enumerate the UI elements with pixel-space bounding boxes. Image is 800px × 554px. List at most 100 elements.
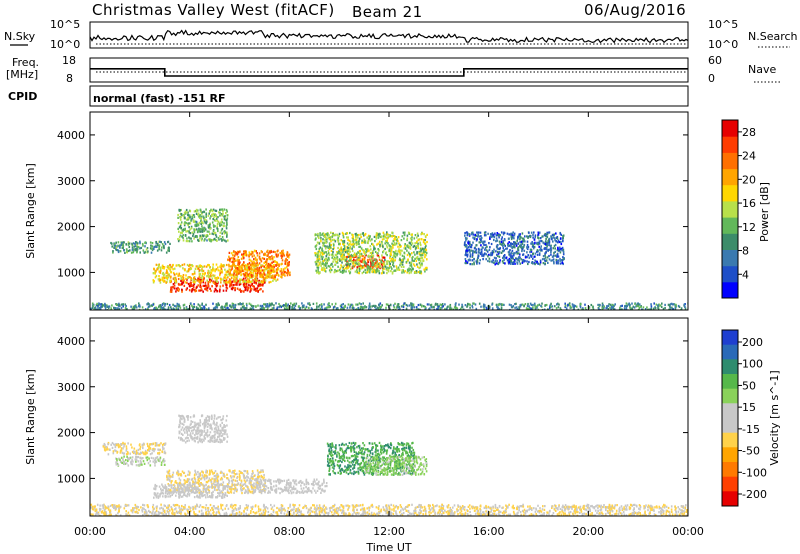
power-region-5 [110, 240, 171, 254]
velocity-cb-cell-9 [722, 462, 738, 478]
nsky-trace [89, 29, 689, 45]
power-cb-tick-4: 12 [742, 221, 756, 234]
power-cb-cell-5 [722, 200, 738, 218]
y-tick-label-1000: 1000 [57, 266, 85, 279]
velocity-cb-tick-5: -50 [742, 445, 760, 458]
power-cb-cell-1 [722, 265, 738, 283]
nsearch-label: N.Search [748, 30, 798, 43]
velocity-cb-tick-7: -200 [742, 488, 767, 501]
nsearch-tick-low: 10^0 [708, 38, 738, 51]
power-cb-tick-6: 4 [742, 268, 749, 281]
velocity-ylabel: Slant Range [km] [24, 369, 37, 465]
y-tick-label-1000: 1000 [57, 472, 85, 485]
y-tick-label-4000: 4000 [57, 335, 85, 348]
power-cb-cell-6 [722, 184, 738, 202]
velocity-cb-cell-11 [722, 491, 738, 507]
power-cb-tick-3: 16 [742, 197, 756, 210]
velocity-region-8 [178, 414, 229, 444]
y-tick-label-2000: 2000 [57, 427, 85, 440]
power-cb-cell-8 [722, 152, 738, 170]
power-ylabel: Slant Range [km] [24, 163, 37, 259]
power-cb-cell-4 [722, 217, 738, 234]
x-tick-label-2: 08:00 [273, 525, 305, 538]
velocity-cb-cell-4 [722, 388, 738, 404]
velocity-cb-cell-0 [722, 330, 738, 346]
power-region-0 [169, 277, 266, 293]
power-cb-cell-10 [722, 120, 738, 137]
velocity-cb-cell-3 [722, 374, 738, 390]
nsky-label: N.Sky [4, 30, 36, 43]
x-tick-label-5: 20:00 [572, 525, 604, 538]
velocity-cb-tick-2: 50 [742, 379, 756, 392]
power-y-ticks: 1000 2000 3000 4000 [57, 129, 688, 279]
cpid-text: normal (fast) -151 RF [93, 92, 226, 105]
y-tick-label-4000: 4000 [57, 129, 85, 142]
x-tick-label-4: 16:00 [473, 525, 505, 538]
x-tick-label-3: 12:00 [373, 525, 405, 538]
velocity-cb-cell-5 [722, 403, 738, 419]
velocity-region-1 [115, 455, 166, 467]
velocity-panel: 1000 2000 3000 4000 Slant Range [km] 00:00 0… [24, 112, 704, 554]
velocity-region-4 [252, 478, 328, 495]
nave-tick-high: 60 [708, 54, 722, 67]
power-cb-cell-9 [722, 136, 738, 153]
velocity-cb-cell-1 [722, 344, 738, 360]
nsearch-tick-high: 10^5 [708, 18, 738, 31]
cpid-panel: CPID normal (fast) -151 RF [8, 85, 689, 107]
freq-unit: [MHz] [6, 68, 38, 81]
y-tick-label-3000: 3000 [57, 175, 85, 188]
power-scatter [90, 208, 688, 310]
nave-tick-low: 0 [708, 72, 715, 85]
velocity-cb-tick-6: -100 [742, 466, 767, 479]
power-region-7 [90, 302, 688, 310]
velocity-colorbar-label: Velocity [m s^-1] [768, 370, 781, 465]
velocity-colorbar: 200 100 50 15 -15 -50 -100 -200 Velocity [m s^-… [721, 329, 781, 507]
velocity-cb-tick-0: 200 [742, 336, 763, 349]
velocity-region-7 [90, 503, 688, 516]
velocity-cb-tick-3: 15 [742, 401, 756, 414]
x-tick-label-0: 00:00 [74, 525, 106, 538]
radar-title: Christmas Valley West (fitACF) [92, 1, 335, 19]
y-tick-label-2000: 2000 [57, 221, 85, 234]
velocity-scatter [90, 414, 688, 516]
power-colorbar-label: Power [dB] [758, 182, 771, 242]
y-tick-label-3000: 3000 [57, 381, 85, 394]
power-cb-cell-2 [722, 249, 738, 267]
freq-label: Freq. [12, 56, 39, 69]
freq-panel: Freq. [MHz] 18 8 60 0 Nave [6, 54, 780, 85]
velocity-region-6 [364, 455, 428, 476]
velocity-cb-cell-8 [722, 447, 738, 463]
power-cb-cell-0 [722, 281, 738, 299]
power-cb-tick-5: 8 [742, 245, 749, 258]
power-colorbar: 28 24 20 16 12 8 4 Power [dB] [721, 119, 771, 299]
xlabel: Time UT [365, 541, 411, 554]
freq-tick-high: 18 [62, 54, 76, 67]
power-panel: 1000 2000 3000 4000 Slant Range [km] [24, 111, 689, 311]
nsky-tick-low: 10^0 [50, 38, 80, 51]
velocity-region-3 [153, 483, 229, 499]
power-cb-cell-3 [722, 233, 738, 250]
velocity-region-0 [102, 441, 167, 456]
power-cb-tick-1: 24 [742, 150, 756, 163]
power-cb-cell-7 [722, 168, 738, 186]
x-ticks: 00:00 04:00 08:00 12:00 16:00 20:00 00:00 [74, 112, 704, 538]
x-tick-label-6: 00:00 [672, 525, 704, 538]
velocity-cb-cell-7 [722, 432, 738, 448]
cpid-label: CPID [8, 90, 37, 103]
power-cb-tick-0: 28 [742, 126, 756, 139]
nave-label: Nave [748, 63, 776, 76]
velocity-cb-cell-6 [722, 418, 738, 434]
beam-label: Beam 21 [352, 3, 423, 21]
velocity-cb-cell-2 [722, 359, 738, 375]
nsky-panel: N.Sky 10^5 10^0 10^5 10^0 N.Search [4, 18, 798, 51]
velocity-cb-tick-1: 100 [742, 358, 763, 371]
power-cb-tick-2: 20 [742, 173, 756, 186]
freq-tick-low: 8 [66, 72, 73, 85]
freq-trace [90, 68, 688, 77]
power-region-6 [177, 208, 229, 243]
nsky-tick-high: 10^5 [50, 18, 80, 31]
power-region-2 [227, 249, 291, 280]
velocity-y-ticks: 1000 2000 3000 4000 [57, 335, 688, 485]
power-region-8 [463, 231, 565, 266]
